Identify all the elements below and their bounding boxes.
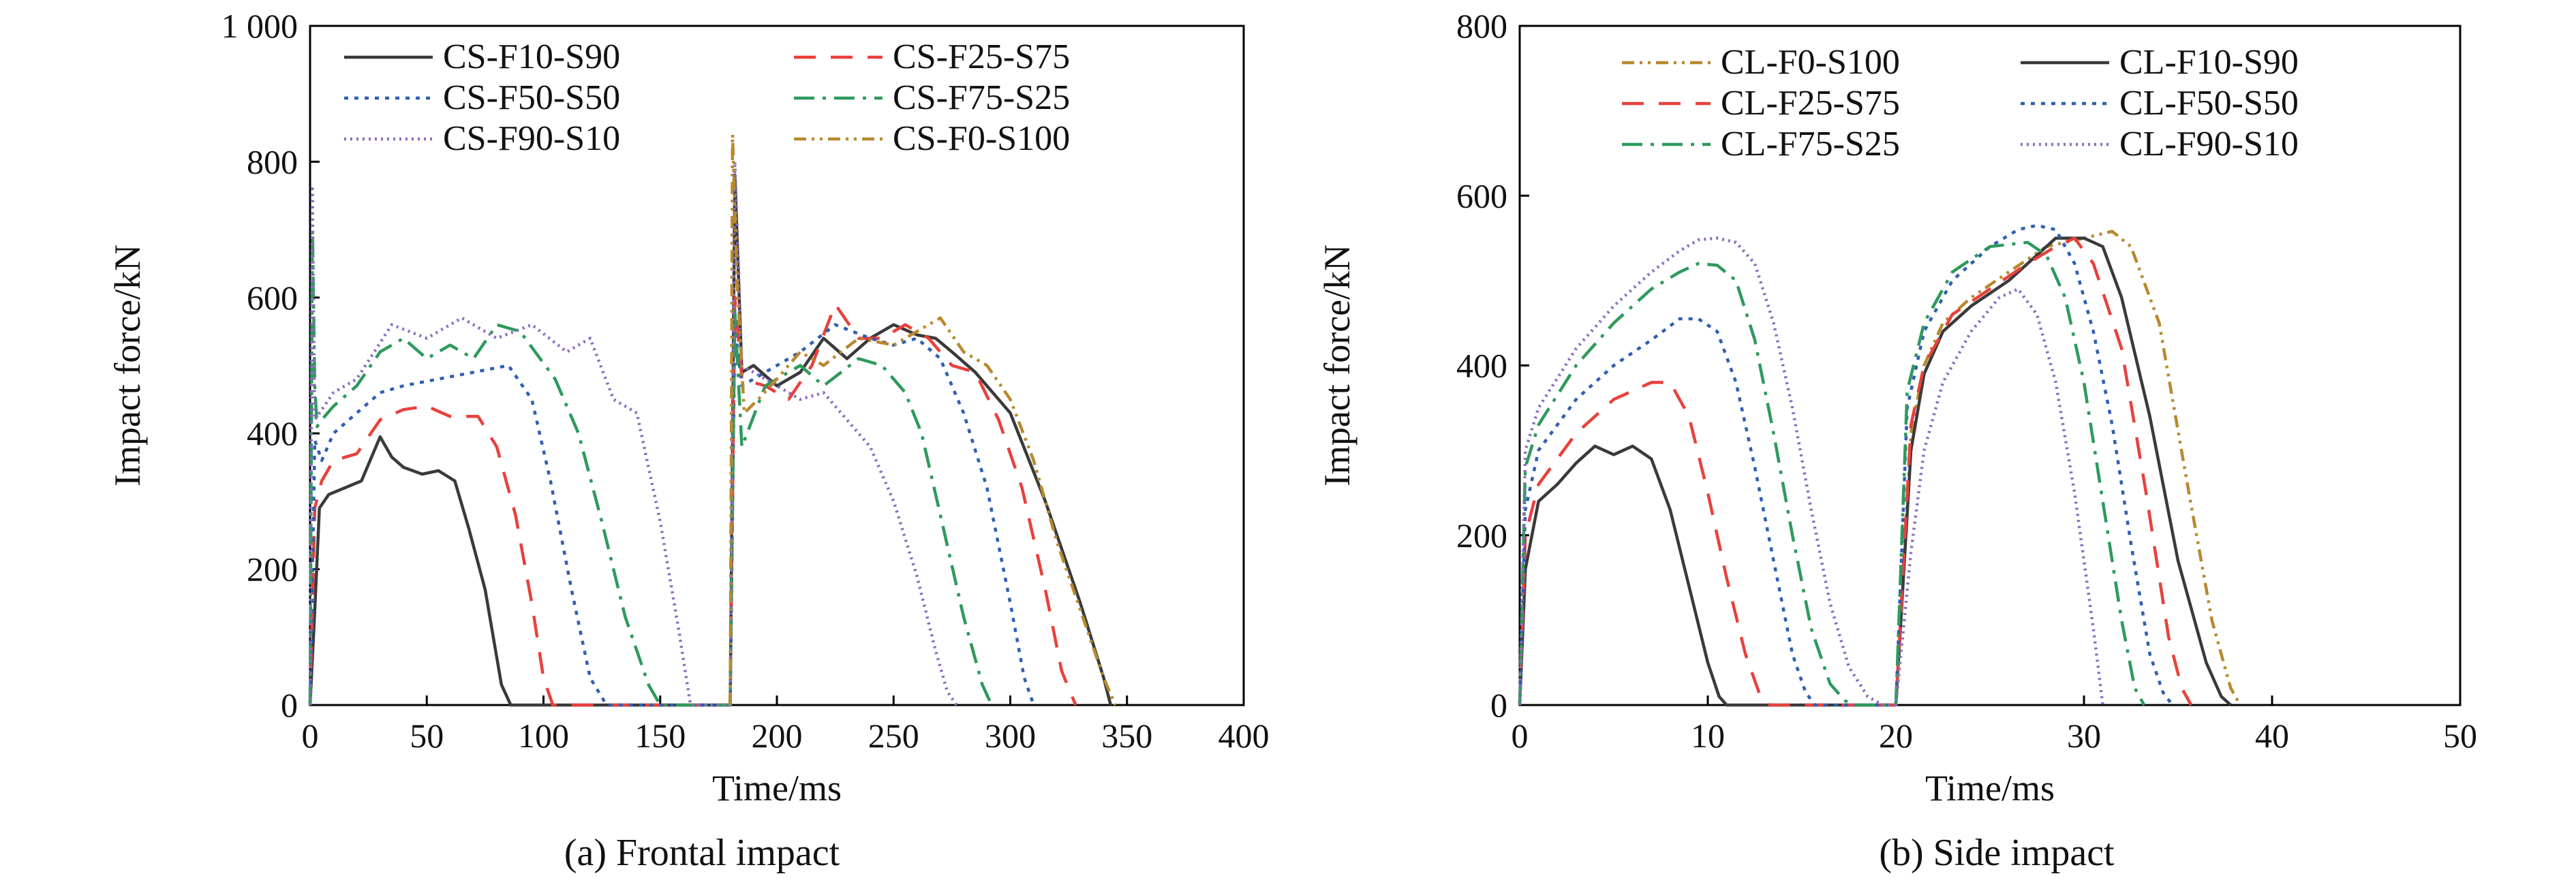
y-tick-label: 800 [1456, 7, 1507, 45]
x-tick-label: 400 [1218, 717, 1270, 755]
legend-label-cl-f0-s100: CL-F0-S100 [1721, 43, 1900, 82]
legend-label-cs-f90-s10: CS-F90-S10 [443, 119, 620, 158]
x-tick-label: 40 [2255, 717, 2289, 755]
y-tick-label: 0 [1490, 686, 1507, 724]
legend-label-cl-f25-s75: CL-F25-S75 [1721, 84, 1900, 123]
series-line-cs-f0-s100 [729, 133, 1117, 706]
chart-caption: (b) Side impact [1879, 832, 2115, 874]
side-impact-chart: 0 10 20 30 40 50 0 200 400 600 800 Time/ms Impact fo… [1317, 7, 2477, 874]
x-tick-label: 10 [1691, 717, 1725, 755]
y-tick-label: 800 [247, 142, 298, 181]
legend-label-cs-f75-s25: CS-F75-S25 [893, 78, 1070, 117]
y-axis-label: Impact force/kN [107, 245, 148, 486]
series-line-cs-f90-s10 [308, 160, 958, 707]
series-line-cl-f10-s90 [1518, 236, 2232, 707]
legend-label-cl-f75-s25: CL-F75-S25 [1721, 125, 1900, 163]
series-line-cl-f0-s100 [1894, 230, 2242, 706]
x-tick-label: 50 [2443, 717, 2477, 755]
series-line-cl-f50-s50 [1518, 223, 2174, 707]
y-tick-label: 0 [281, 686, 298, 724]
y-tick-label: 600 [247, 279, 298, 317]
y-tick-label: 400 [247, 414, 298, 452]
x-tick-label: 150 [634, 717, 686, 755]
x-tick-label: 300 [985, 717, 1036, 755]
legend-label-cs-f10-s90: CS-F10-S90 [443, 37, 620, 76]
x-tick-label: 250 [868, 717, 919, 755]
legend-label-cl-f10-s90: CL-F10-S90 [2119, 43, 2299, 82]
legend-label-cs-f25-s75: CS-F25-S75 [893, 37, 1070, 76]
series-line-cs-f75-s25 [308, 228, 994, 707]
legend: CS-F10-S90 CS-F25-S75 CS-F50-S50 CS-F75-S25… [344, 37, 1070, 158]
chart-caption: (a) Frontal impact [564, 832, 840, 874]
series-line-cs-f10-s90 [308, 174, 1112, 707]
y-tick-label: 400 [1456, 347, 1507, 385]
y-tick-label: 200 [1456, 516, 1507, 554]
y-tick-label: 1 000 [221, 7, 298, 45]
plot-frame [1518, 25, 2462, 706]
y-tick-label: 200 [247, 550, 298, 589]
legend-label-cl-f50-s50: CL-F50-S50 [2119, 84, 2299, 123]
x-axis-label: Time/ms [1925, 768, 2055, 809]
legend: CL-F0-S100 CL-F10-S90 CL-F25-S75 CL-F50-S50… [1622, 43, 2299, 163]
x-tick-label: 350 [1101, 717, 1152, 755]
legend-label-cs-f50-s50: CS-F50-S50 [443, 78, 620, 117]
x-tick-label: 0 [302, 717, 319, 755]
legend-label-cl-f90-s10: CL-F90-S10 [2119, 125, 2299, 163]
y-axis-label: Impact force/kN [1317, 245, 1358, 486]
x-tick-label: 200 [752, 717, 803, 755]
frontal-impact-chart: 0 50 100 150 200 250 300 350 400 0 200 400 600 800 1 0… [107, 7, 1270, 874]
x-tick-label: 30 [2067, 717, 2101, 755]
legend-label-cs-f0-s100: CS-F0-S100 [893, 119, 1070, 158]
series-line-cl-f90-s10 [1518, 236, 2104, 707]
x-tick-label: 0 [1512, 717, 1529, 755]
series-line-cs-f25-s75 [308, 296, 1077, 707]
x-tick-label: 50 [410, 717, 444, 755]
x-axis-label: Time/ms [712, 768, 842, 809]
x-tick-label: 20 [1879, 717, 1913, 755]
x-tick-label: 100 [518, 717, 569, 755]
y-tick-label: 600 [1456, 176, 1507, 215]
series-line-cs-f50-s50 [308, 323, 1035, 707]
series-line-cl-f75-s25 [1518, 240, 2146, 707]
series-line-cl-f25-s75 [1518, 236, 2193, 707]
